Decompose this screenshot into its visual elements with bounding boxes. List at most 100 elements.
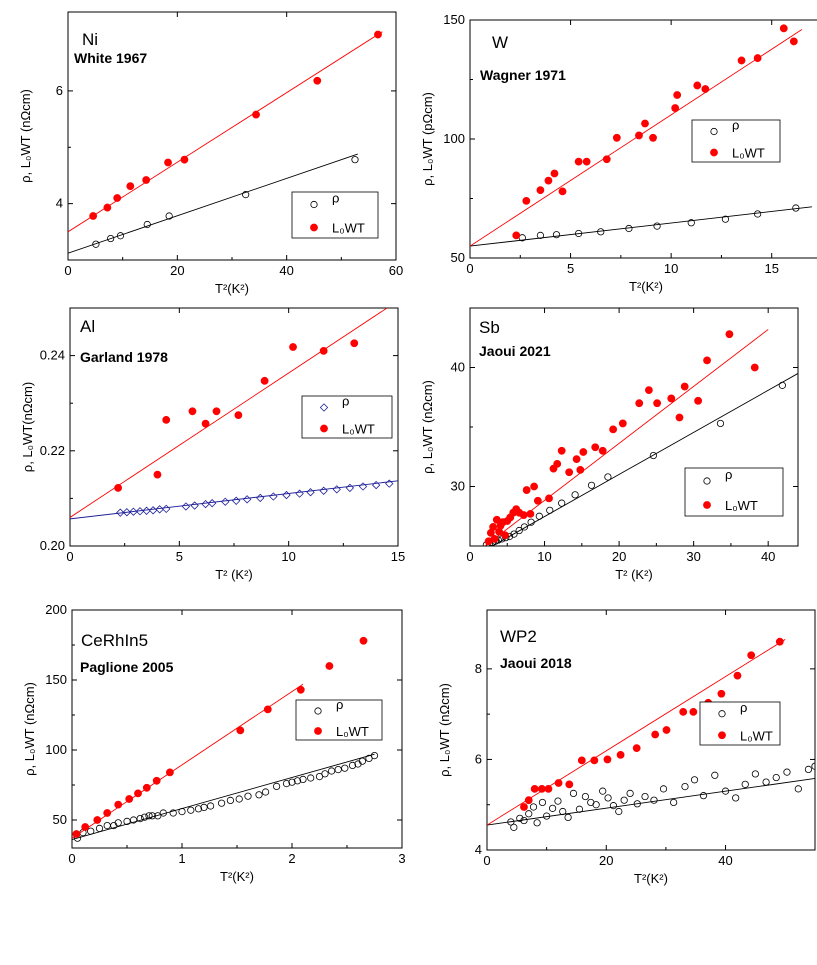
data-point-rho <box>597 228 605 236</box>
data-point-rho <box>178 807 186 816</box>
x-tick-label: 3 <box>398 851 405 866</box>
data-point-l0wt <box>565 468 574 477</box>
data-point-l0wt <box>693 81 702 90</box>
chart-panel-3: 0 5 10 15 0.20 0.22 0.24 T² (K²) ρ, L₀WT(nΩcm) Al… <box>20 307 405 582</box>
data-point-l0wt <box>93 816 102 824</box>
data-point-l0wt <box>609 425 618 434</box>
fit-line-rho <box>68 153 358 254</box>
legend: ρ L₀WT <box>301 394 393 439</box>
data-point-rho <box>604 794 612 802</box>
data-point-rho <box>754 210 762 218</box>
data-point-l0wt <box>635 399 644 408</box>
legend-marker-rho <box>718 710 726 718</box>
data-point-rho <box>141 813 149 821</box>
data-point-rho <box>122 508 132 517</box>
citation-label: Paglione 2005 <box>80 659 174 675</box>
data-point-rho <box>615 807 623 816</box>
data-point-rho <box>332 485 341 494</box>
data-point-rho <box>358 757 366 765</box>
data-point-l0wt <box>779 24 788 33</box>
data-point-rho <box>351 156 359 164</box>
x-tick-label: 0 <box>68 851 75 866</box>
x-tick-label: 15 <box>764 261 778 276</box>
fit-line-l0wt <box>487 639 786 826</box>
data-point-l0wt <box>675 413 684 422</box>
data-point-rho <box>772 773 780 782</box>
data-point-rho <box>510 530 518 538</box>
x-tick-label: 20 <box>599 853 613 868</box>
data-point-rho <box>327 767 336 775</box>
data-point-rho <box>516 814 524 822</box>
y-tick-label: 50 <box>53 812 67 827</box>
data-point-rho <box>307 774 315 782</box>
data-point-l0wt <box>289 343 297 351</box>
y-tick-label: 50 <box>451 250 465 265</box>
data-point-rho <box>232 496 241 505</box>
data-point-l0wt <box>212 407 221 416</box>
chart-panel-5: 0 1 2 3 50 100 150 200 T²(K²) ρ, L₀WT (nΩcm) CeRhI… <box>22 602 406 884</box>
x-axis-label: T²(K²) <box>634 871 668 886</box>
legend-label-rho: ρ <box>336 697 343 712</box>
data-point-l0wt <box>651 730 660 739</box>
data-point-rho <box>334 765 342 774</box>
data-point-l0wt <box>201 419 210 428</box>
data-point-l0wt <box>662 726 671 734</box>
data-point-l0wt <box>591 443 600 452</box>
x-tick-label: 20 <box>612 549 626 564</box>
data-point-rho <box>699 792 708 800</box>
data-point-l0wt <box>671 104 680 112</box>
data-point-rho <box>670 798 678 807</box>
data-point-l0wt <box>579 448 588 456</box>
data-point-l0wt <box>180 155 189 164</box>
data-point-rho <box>741 780 749 788</box>
data-point-l0wt <box>325 662 334 670</box>
data-point-rho <box>107 234 115 243</box>
data-point-rho <box>575 229 583 238</box>
data-point-l0wt <box>152 776 161 785</box>
data-point-rho <box>587 481 596 489</box>
data-point-l0wt <box>733 671 742 680</box>
data-point-rho <box>315 772 324 781</box>
data-point-rho <box>546 506 554 514</box>
legend-label-rho: ρ <box>732 118 739 133</box>
legend-marker-rho <box>703 477 711 485</box>
plot-area <box>70 308 398 520</box>
y-tick-label: 30 <box>451 479 465 494</box>
data-point-rho <box>159 809 167 817</box>
legend-marker-l0wt <box>718 731 726 740</box>
legend-marker-rho <box>319 403 329 412</box>
data-point-rho <box>103 821 111 830</box>
data-point-rho <box>162 504 171 514</box>
data-point-rho <box>558 499 566 507</box>
data-point-rho <box>272 782 281 791</box>
data-point-rho <box>794 785 802 793</box>
legend-marker-l0wt <box>320 424 328 433</box>
x-tick-label: 5 <box>176 549 183 564</box>
data-point-l0wt <box>616 751 625 759</box>
data-point-rho <box>148 506 158 515</box>
x-tick-label: 60 <box>389 263 403 278</box>
legend-box <box>291 191 379 239</box>
data-point-l0wt <box>313 76 322 85</box>
data-point-l0wt <box>89 212 98 220</box>
data-point-l0wt <box>635 131 643 140</box>
data-point-l0wt <box>649 133 657 142</box>
data-point-l0wt <box>236 726 245 735</box>
data-point-rho <box>169 809 177 817</box>
data-point-rho <box>650 796 658 804</box>
fit-line-rho <box>72 753 375 841</box>
data-point-l0wt <box>747 651 756 660</box>
data-point-l0wt <box>753 54 762 62</box>
data-point-l0wt <box>576 465 585 474</box>
data-point-l0wt <box>263 705 272 714</box>
data-point-l0wt <box>350 339 359 348</box>
x-tick-label: 0 <box>64 263 71 278</box>
data-point-rho <box>721 215 730 223</box>
data-point-l0wt <box>632 744 641 753</box>
data-point-rho <box>533 819 541 827</box>
data-point-l0wt <box>164 158 172 167</box>
data-point-l0wt <box>526 509 535 518</box>
y-tick-label: 100 <box>45 742 67 757</box>
data-point-rho <box>143 220 151 229</box>
citation-label: Jaoui 2018 <box>500 655 572 671</box>
